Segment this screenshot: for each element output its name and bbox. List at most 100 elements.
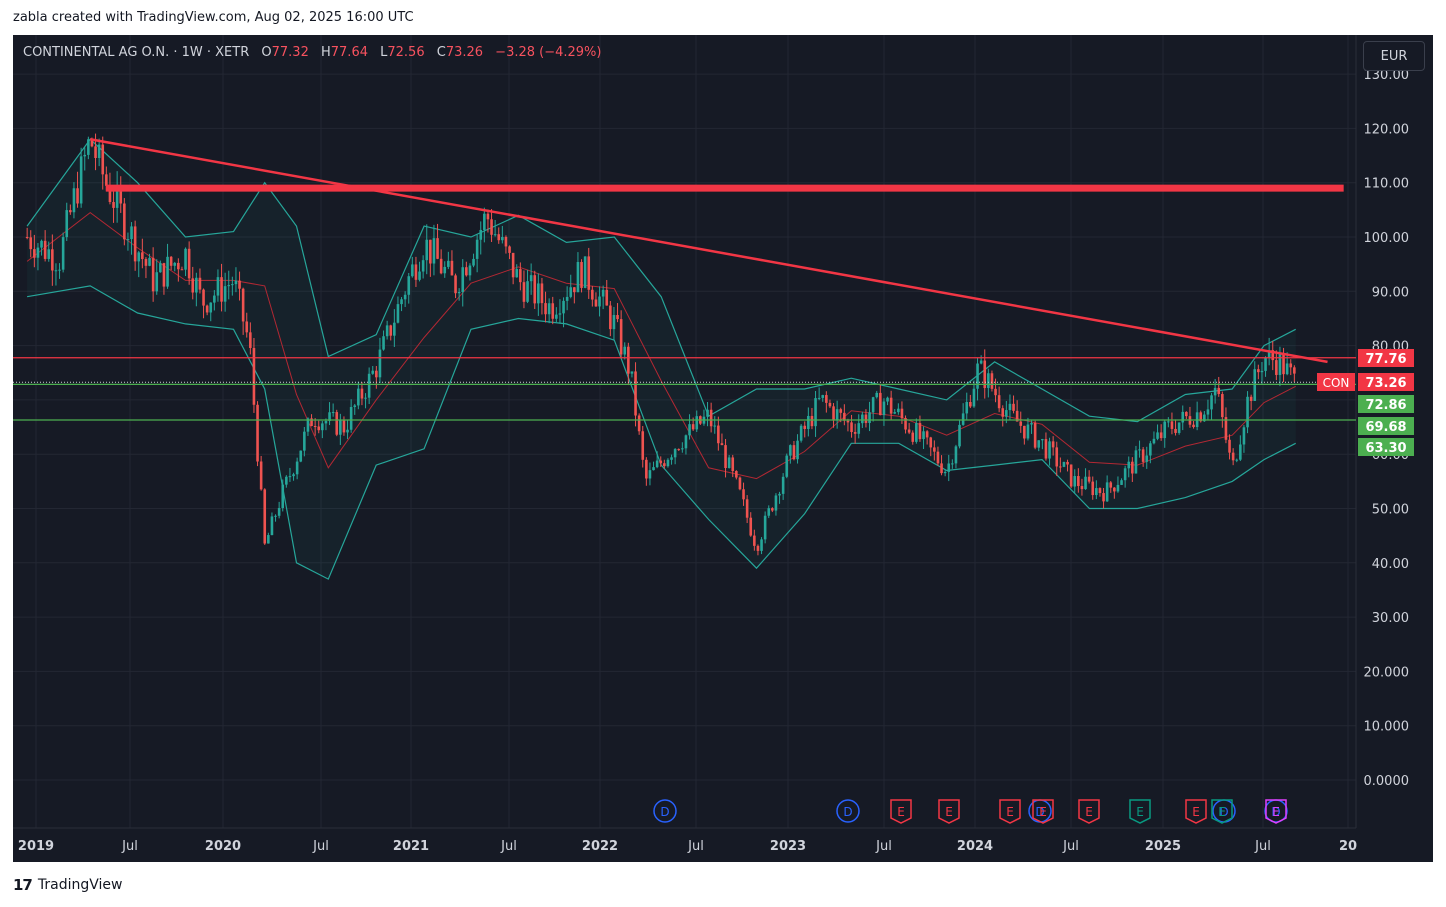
candle-body: [1134, 450, 1138, 474]
y-tick-label: 50.00: [1372, 503, 1409, 518]
brand-name: TradingView: [37, 877, 123, 893]
earnings-marker-label: E: [1085, 805, 1093, 819]
candle-body: [1170, 421, 1174, 429]
candle-body: [587, 256, 591, 290]
candle-body: [421, 260, 425, 272]
candle-body: [72, 188, 76, 213]
candle-body: [958, 424, 961, 447]
candle-body: [695, 416, 699, 430]
candle-body: [1221, 394, 1224, 418]
candle-body: [691, 424, 695, 430]
candle-body: [357, 388, 360, 406]
candle-body: [1023, 425, 1026, 439]
candle-body: [853, 432, 857, 434]
candle-body: [461, 267, 465, 293]
close-label: C: [436, 45, 446, 60]
candle-body: [324, 420, 328, 424]
candle-body: [425, 239, 429, 261]
candle-body: [706, 409, 709, 417]
candle-body: [731, 457, 735, 472]
candle-body: [274, 515, 277, 517]
candle-body: [763, 515, 767, 540]
candle-body: [443, 266, 447, 274]
candle-body: [911, 432, 915, 442]
candle-body: [551, 303, 555, 319]
candle-body: [115, 187, 119, 208]
chart-caption: zabla created with TradingView.com, Aug …: [13, 10, 414, 25]
candle-body: [882, 401, 886, 416]
candle-body: [814, 398, 817, 427]
candle-body: [843, 412, 846, 421]
low-value: 72.56: [387, 45, 425, 60]
price-label-support: 72.86: [1365, 398, 1406, 413]
candle-body: [227, 285, 231, 287]
candle-body: [781, 476, 785, 494]
candle-body: [1091, 481, 1095, 496]
candle-body: [1059, 466, 1062, 468]
candle-body: [277, 508, 281, 516]
candle-body: [1008, 403, 1012, 411]
chart-panel[interactable]: 130.00120.00110.00100.0090.0080.0070.006…: [13, 35, 1433, 862]
candle-body: [983, 360, 987, 389]
candle-body: [569, 287, 573, 297]
candle-body: [281, 484, 285, 509]
candle-body: [1062, 461, 1066, 467]
candle-body: [1239, 444, 1242, 460]
candle-body: [335, 412, 339, 435]
candle-body: [522, 282, 526, 302]
candle-body: [468, 265, 472, 276]
candle-body: [187, 248, 191, 279]
candle-body: [119, 187, 123, 204]
candle-body: [295, 461, 299, 475]
price-chart[interactable]: 130.00120.00110.00100.0090.0080.0070.006…: [13, 35, 1433, 862]
currency-selector[interactable]: EUR: [1363, 41, 1425, 71]
candle-body: [429, 239, 432, 264]
candle-body: [313, 426, 317, 428]
price-label-box: [1358, 438, 1414, 456]
candle-body: [515, 269, 519, 278]
candle-body: [36, 247, 40, 258]
candle-body: [652, 467, 655, 471]
candle-body: [965, 401, 969, 414]
candle-body: [681, 448, 684, 450]
candle-body: [497, 234, 501, 241]
candle-body: [803, 425, 807, 429]
earnings-marker: [1032, 799, 1054, 824]
candle-body: [580, 262, 583, 288]
candle-body: [742, 489, 745, 500]
x-tick-label: 2020: [205, 839, 241, 854]
candle-body: [310, 418, 313, 427]
candle-body: [1109, 482, 1113, 488]
candle-body: [151, 257, 155, 292]
candle-body: [65, 210, 69, 238]
y-tick-label: 120.00: [1364, 122, 1410, 137]
candle-body: [771, 508, 774, 511]
x-tick-label: 2023: [770, 839, 806, 854]
resistance-zone: [105, 184, 1344, 192]
candle-body: [205, 305, 209, 313]
candle-body: [385, 325, 389, 337]
high-label: H: [320, 45, 331, 60]
candle-body: [1185, 411, 1188, 417]
candle-body: [972, 388, 976, 407]
descending-trendline: [89, 138, 1328, 364]
candle-body: [360, 388, 364, 399]
candle-body: [954, 446, 958, 464]
candle-body: [893, 412, 897, 414]
candle-body: [630, 371, 634, 374]
symbol-tag: CON: [1323, 376, 1350, 390]
candle-body: [231, 284, 234, 286]
earnings-marker-label: E: [1136, 805, 1144, 819]
candle-body: [490, 219, 493, 235]
candle-body: [936, 451, 940, 464]
candle-body: [511, 252, 515, 278]
candle-body: [735, 471, 738, 478]
candle-body: [1102, 493, 1105, 502]
candle-body: [288, 476, 292, 478]
candle-body: [364, 397, 367, 399]
x-tick-label: 2021: [393, 839, 429, 854]
candle-body: [1159, 432, 1163, 439]
candle-body: [418, 271, 421, 280]
candle-body: [1087, 476, 1091, 482]
x-tick-label: Jul: [1254, 839, 1271, 854]
